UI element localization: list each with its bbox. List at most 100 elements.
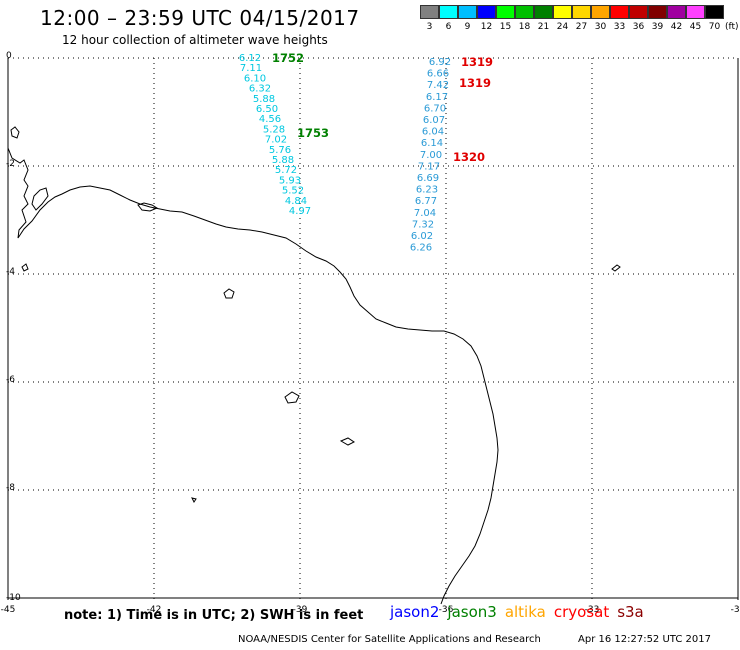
map-subtitle: 12 hour collection of altimeter wave hei… [62,33,328,47]
map-title: 12:00 – 23:59 UTC 04/15/2017 [40,6,360,30]
lat-tick-label: 0 [6,51,12,61]
coastline [7,126,621,605]
legend-swatch-3 [420,5,439,19]
legend-swatch-18 [515,5,534,19]
legend-swatch-30 [591,5,610,19]
swh-value: 6.66 [427,69,449,80]
swh-value: 7.02 [265,135,287,146]
island-mangue [137,202,159,212]
legend-swatch-6 [439,5,458,19]
satellite-s3a: s3a [617,603,644,621]
swh-value: 5.72 [275,165,297,176]
lat-tick-label: -10 [6,593,21,603]
island-east [611,264,621,272]
swh-value: 6.50 [256,104,278,115]
lat-tick-label: -4 [6,267,15,277]
island-marajo-bay [31,187,49,211]
legend-swatch-33 [610,5,629,19]
swh-value: 5.88 [272,155,294,166]
pass-number: 1319 [459,76,491,90]
swh-value: 7.17 [418,161,440,172]
swh-value: 7.42 [427,80,449,91]
legend-label-3: 3 [426,22,433,32]
legend-label-15: 15 [499,22,512,32]
satellite-jason3: jason3 [447,603,497,621]
swh-value: 4.97 [289,206,311,217]
lat-tick-label: -6 [6,375,15,385]
satellite-jason2: jason2 [390,603,440,621]
swh-value: 5.52 [282,186,304,197]
legend-label-45: 45 [689,22,702,32]
swh-value: 7.11 [240,63,262,74]
legend-swatch-15 [496,5,515,19]
legend-label-36: 36 [632,22,645,32]
swh-value: 7.00 [420,150,442,161]
swh-value: 6.17 [426,92,448,103]
legend-label-30: 30 [594,22,607,32]
legend-label-12: 12 [480,22,493,32]
swh-value: 7.32 [412,219,434,230]
island-northwest-1 [10,126,20,139]
swh-value: 6.92 [429,57,451,68]
swh-value: 6.77 [415,196,437,207]
legend-label-21: 21 [537,22,550,32]
legend-swatch-45 [686,5,705,19]
swh-value: 6.04 [422,127,444,138]
coastline-mainland [7,147,499,605]
pass-number: 1752 [272,51,304,65]
legend-label-24: 24 [556,22,569,32]
pass-number: 1753 [297,126,329,140]
swh-value: 6.26 [410,243,432,254]
legend-label-70: 70 [708,22,721,32]
credit-line: NOAA/NESDIS Center for Satellite Applica… [238,634,541,645]
lon-tick-label: -42 [147,605,162,615]
legend-label-33: 33 [613,22,626,32]
pass-number: 1319 [461,55,493,69]
swh-value: 5.28 [263,124,285,135]
swh-value: 4.84 [285,196,307,207]
satellite-altika: altika [504,603,546,621]
lat-tick-label: -8 [6,483,15,493]
lon-tick-label: -33 [585,605,600,615]
island-reef-2 [284,391,300,404]
satellite-legend: jason2 jason3 altika cryosat s3a [390,603,652,621]
swh-value: 7.04 [414,208,436,219]
legend-swatch-24 [553,5,572,19]
swh-value: 6.23 [416,185,438,196]
lon-tick-label: -45 [1,605,16,615]
altimeter-track-west: 6.127.116.106.325.886.504.565.287.025.76… [239,51,329,217]
legend-label-6: 6 [445,22,452,32]
legend-swatch-9 [458,5,477,19]
legend-label-18: 18 [518,22,531,32]
swh-value: 6.12 [239,53,261,64]
swh-value: 6.10 [244,73,266,84]
swh-value: 6.70 [424,103,446,114]
legend-label-27: 27 [575,22,588,32]
island-reef-4 [191,497,197,503]
footer-note: note: 1) Time is in UTC; 2) SWH is in fe… [64,608,364,623]
legend-swatch-70 [705,5,724,19]
legend-label-42: 42 [670,22,683,32]
lat-tick-label: -2 [6,159,15,169]
swh-value: 6.02 [411,231,433,242]
altimeter-track-east: 6.926.667.426.176.706.076.046.147.007.17… [410,55,493,254]
legend-swatch-12 [477,5,496,19]
legend-swatch-39 [648,5,667,19]
island-reef-3 [339,437,355,446]
swh-value: 6.07 [423,115,445,126]
satellite-cryosat: cryosat [553,603,610,621]
lon-tick-label: -36 [439,605,454,615]
lon-tick-label: -39 [293,605,308,615]
swh-value: 5.88 [253,94,275,105]
legend-label-9: 9 [464,22,471,32]
swh-value: 6.32 [249,84,271,95]
island-northwest-2 [21,263,29,272]
lon-tick-label: -30 [731,605,740,615]
swh-value: 4.56 [259,114,281,125]
pass-number: 1320 [453,150,485,164]
legend-swatch-21 [534,5,553,19]
legend-swatch-42 [667,5,686,19]
legend-unit: (ft) [725,22,739,32]
island-reef-1 [223,288,235,299]
swh-value: 5.76 [269,145,291,156]
